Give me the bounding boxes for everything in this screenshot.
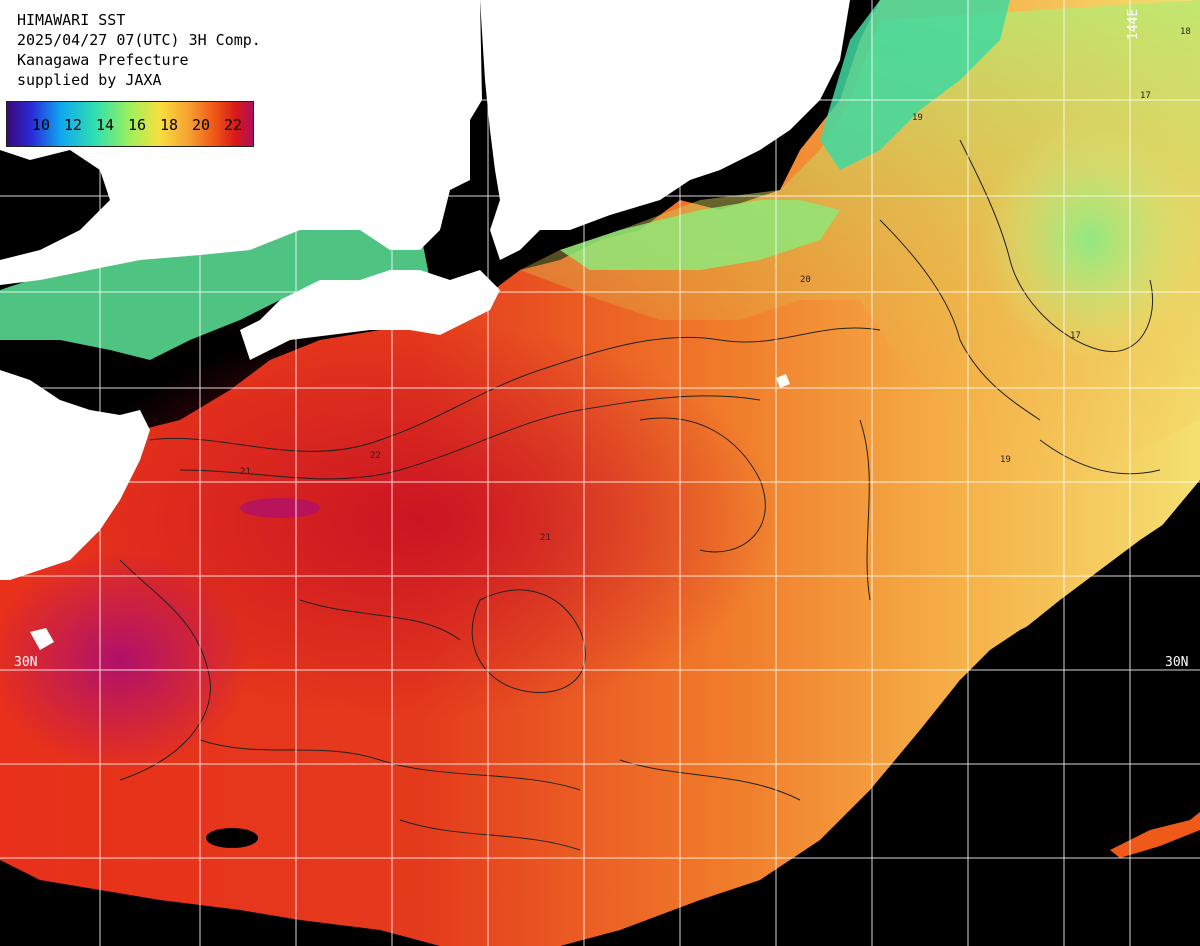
contour-value-labels: 19 17 18 20 21 21 17 19 22: [240, 27, 1191, 543]
no-data-northwest: [0, 150, 110, 260]
legend-tick: 22: [223, 116, 243, 134]
contour-label: 21: [540, 533, 551, 543]
contour-label: 19: [1000, 455, 1011, 465]
legend-tick: 20: [191, 116, 211, 134]
no-data-southeast: [640, 480, 1200, 946]
contour-label: 17: [1070, 331, 1081, 341]
supplier: supplied by JAXA: [17, 71, 162, 89]
color-legend: 10 12 14 16 18 20 22: [6, 101, 254, 147]
land-central: [480, 0, 850, 260]
no-data-south: [0, 860, 440, 946]
prefecture: Kanagawa Prefecture: [17, 51, 189, 69]
contour-lines: [119, 139, 1161, 851]
timestamp: 2025/04/27 07(UTC) 3H Comp.: [17, 31, 261, 49]
hot-core-strip: [240, 498, 320, 518]
lon-label-144e: 144E: [1126, 9, 1141, 40]
hot-core-west: [0, 550, 250, 770]
no-data-patch: [206, 828, 258, 848]
legend-tick: 10: [31, 116, 51, 134]
lon-label-136e: 136E: [486, 9, 501, 40]
coastal-green-west: [0, 220, 430, 360]
contour-label: 19: [912, 113, 923, 123]
contour-label: 20: [800, 275, 811, 285]
coastal-green-north: [820, 0, 1010, 170]
contour-label: 22: [370, 451, 381, 461]
legend-tick: 16: [127, 116, 147, 134]
legend-tick: 14: [95, 116, 115, 134]
graticule-labels: 136E 144E 30N 30N: [14, 9, 1188, 670]
product-title: HIMAWARI SST: [17, 11, 126, 29]
contour-label: 17: [1140, 91, 1151, 101]
land-kyushu: [0, 370, 150, 580]
no-data-regions: [0, 150, 1200, 946]
info-panel: HIMAWARI SST 2025/04/27 07(UTC) 3H Comp.…: [8, 7, 351, 93]
legend-colorbar: [7, 102, 253, 146]
cool-patch: [980, 120, 1200, 360]
land-islet: [30, 628, 54, 650]
contour-label: 21: [240, 467, 251, 477]
warm-streak-east: [1110, 812, 1200, 858]
legend-tick: 18: [159, 116, 179, 134]
coastal-green-2: [560, 200, 840, 270]
lat-label-30n-left: 30N: [14, 655, 37, 670]
lat-label-30n-right: 30N: [1165, 655, 1188, 670]
land-island-small: [776, 374, 790, 388]
cool-band: [520, 0, 1200, 480]
contour-label: 18: [1180, 27, 1191, 37]
legend-ticks: 10 12 14 16 18 20 22: [7, 102, 255, 148]
legend-tick: 12: [63, 116, 83, 134]
